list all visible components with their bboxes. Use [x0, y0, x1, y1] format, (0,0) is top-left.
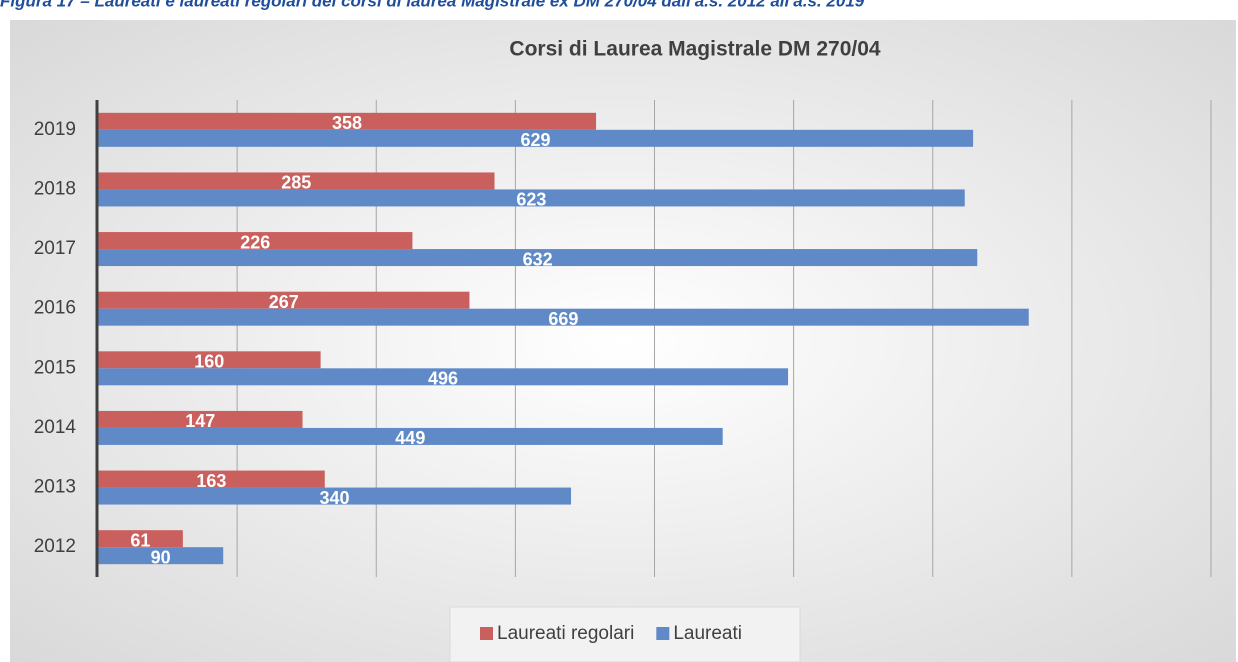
data-label: 632 — [523, 249, 553, 269]
data-label: 61 — [130, 530, 150, 550]
legend-swatch — [480, 627, 493, 640]
y-tick-label: 2012 — [34, 536, 76, 557]
y-tick-label: 2018 — [34, 178, 76, 199]
data-label: 358 — [332, 113, 362, 133]
y-tick-label: 2015 — [34, 357, 76, 378]
bar — [98, 351, 321, 369]
data-label: 449 — [395, 428, 425, 448]
legend-box — [449, 606, 801, 662]
bar — [98, 487, 572, 505]
bar — [98, 530, 183, 548]
data-label: 340 — [319, 488, 349, 508]
caption: Figura 17 – Laureati e laureati regolari… — [0, 0, 865, 10]
data-label: 285 — [281, 173, 311, 193]
legend-swatch — [656, 627, 670, 640]
bar — [98, 249, 978, 267]
data-label: 496 — [428, 369, 458, 389]
data-label: 623 — [516, 190, 546, 210]
chart-title: Corsi di Laurea Magistrale DM 270/04 — [509, 38, 880, 61]
bar — [98, 368, 789, 386]
data-label: 629 — [521, 130, 551, 150]
data-label: 163 — [196, 471, 226, 491]
data-label: 669 — [548, 309, 578, 329]
y-tick-label: 2017 — [34, 238, 76, 259]
data-label: 90 — [151, 547, 171, 567]
y-tick-label: 2019 — [34, 119, 76, 140]
data-label: 267 — [269, 292, 299, 312]
data-label: 160 — [194, 352, 224, 372]
legend-label: Laureati — [673, 623, 742, 644]
bar — [98, 172, 495, 190]
bar — [98, 129, 974, 147]
bar — [98, 189, 965, 207]
bar — [98, 427, 723, 445]
bar — [98, 291, 470, 309]
y-tick-label: 2014 — [34, 417, 77, 438]
data-label: 147 — [185, 411, 215, 431]
bar — [98, 232, 413, 250]
data-label: 226 — [240, 232, 270, 252]
y-tick-label: 2013 — [34, 477, 76, 498]
legend-label: Laureati regolari — [497, 623, 634, 644]
bar — [98, 112, 597, 130]
bar — [98, 470, 325, 488]
y-tick-label: 2016 — [34, 298, 76, 319]
bar — [98, 547, 224, 565]
bar — [98, 410, 303, 428]
bar — [98, 308, 1029, 326]
